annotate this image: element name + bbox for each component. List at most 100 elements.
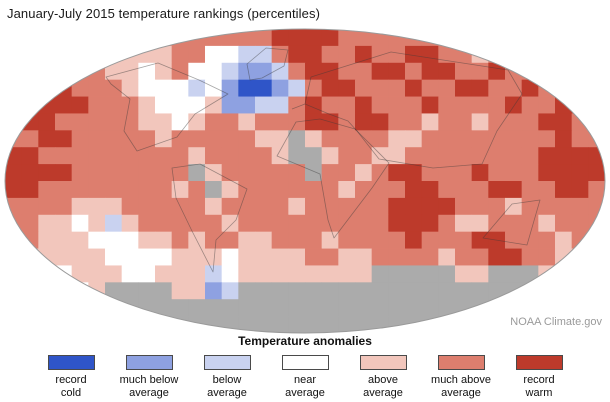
map-cell: [405, 299, 423, 317]
map-cell: [438, 147, 456, 165]
map-cell: [588, 282, 605, 300]
map-cell: [571, 62, 589, 81]
map-cell: [38, 29, 56, 47]
map-cell: [538, 113, 556, 131]
map-cell: [355, 181, 373, 199]
map-cell: [421, 248, 439, 266]
map-cell: [588, 248, 605, 266]
map-cells: [5, 29, 605, 333]
map-cell: [188, 214, 206, 233]
legend-item-a: above average: [359, 355, 407, 399]
map-cell: [521, 29, 539, 47]
map-cell: [255, 45, 273, 64]
globe-outline: [4, 28, 606, 334]
map-cell: [305, 282, 323, 300]
map-cell: [438, 62, 456, 81]
map-cell: [321, 181, 339, 199]
map-cell: [171, 282, 189, 300]
map-cell: [405, 231, 423, 249]
legend-item-M: much above average: [431, 355, 491, 399]
map-cell: [555, 130, 573, 148]
world-map: [4, 28, 606, 334]
map-cell: [488, 231, 506, 249]
map-cell: [71, 197, 89, 216]
map-cell: [538, 45, 556, 64]
map-cell: [255, 265, 273, 283]
map-cell: [388, 79, 406, 97]
map-cell: [121, 113, 139, 131]
legend-label: record warm: [523, 374, 555, 399]
map-cell: [155, 164, 173, 182]
map-cell: [221, 282, 239, 300]
map-cell: [505, 96, 523, 114]
map-cell: [471, 147, 489, 165]
map-cell: [71, 181, 89, 199]
map-cell: [38, 181, 56, 199]
map-cell: [388, 248, 406, 266]
map-cell: [188, 197, 206, 216]
map-cell: [38, 282, 56, 300]
map-cell: [55, 147, 73, 165]
map-cell: [88, 197, 106, 216]
map-cell: [221, 164, 239, 182]
map-cell: [571, 96, 589, 114]
map-cell: [371, 113, 389, 131]
map-cell: [271, 299, 289, 317]
map-cell: [405, 147, 423, 165]
map-cell: [488, 79, 506, 97]
map-cell: [421, 181, 439, 199]
map-cell: [505, 79, 523, 97]
map-cell: [355, 214, 373, 233]
map-cell: [38, 214, 56, 233]
map-cell: [555, 147, 573, 165]
map-cell: [338, 265, 356, 283]
map-cell: [121, 181, 139, 199]
map-cell: [355, 197, 373, 216]
map-cell: [238, 231, 256, 249]
map-cell: [521, 79, 539, 97]
map-cell: [105, 197, 123, 216]
map-cell: [38, 79, 56, 97]
coastline-africa: [276, 118, 390, 239]
map-cell: [121, 45, 139, 64]
map-cell: [305, 45, 323, 64]
legend-swatch: [281, 355, 329, 370]
map-cell: [371, 96, 389, 114]
map-cell: [388, 113, 406, 131]
map-cell: [538, 96, 556, 114]
map-cell: [538, 62, 556, 81]
map-cell: [221, 79, 239, 97]
map-cell: [238, 147, 256, 165]
map-cell: [571, 214, 589, 233]
map-cell: [105, 96, 123, 114]
map-cell: [571, 29, 589, 47]
map-cell: [305, 164, 323, 182]
map-cell: [221, 113, 239, 131]
map-cell: [455, 231, 473, 249]
map-cell: [88, 45, 106, 64]
map-cell: [171, 181, 189, 199]
map-cell: [138, 113, 156, 131]
map-cell: [488, 164, 506, 182]
map-cell: [321, 164, 339, 182]
map-cell: [221, 231, 239, 249]
map-cell: [355, 29, 373, 47]
map-cell: [221, 316, 239, 333]
legend-item-n: near average: [281, 355, 329, 399]
map-cell: [488, 62, 506, 81]
map-cell: [321, 197, 339, 216]
map-cell: [155, 265, 173, 283]
map-cell: [521, 130, 539, 148]
map-cell: [171, 214, 189, 233]
map-cell: [121, 282, 139, 300]
map-cell: [455, 147, 473, 165]
map-cell: [55, 197, 73, 216]
map-cell: [38, 113, 56, 131]
map-cell: [138, 231, 156, 249]
map-cell: [305, 96, 323, 114]
map-cell: [588, 96, 605, 114]
map-cell: [488, 282, 506, 300]
map-cell: [471, 130, 489, 148]
map-cell: [355, 62, 373, 81]
map-cell: [271, 265, 289, 283]
